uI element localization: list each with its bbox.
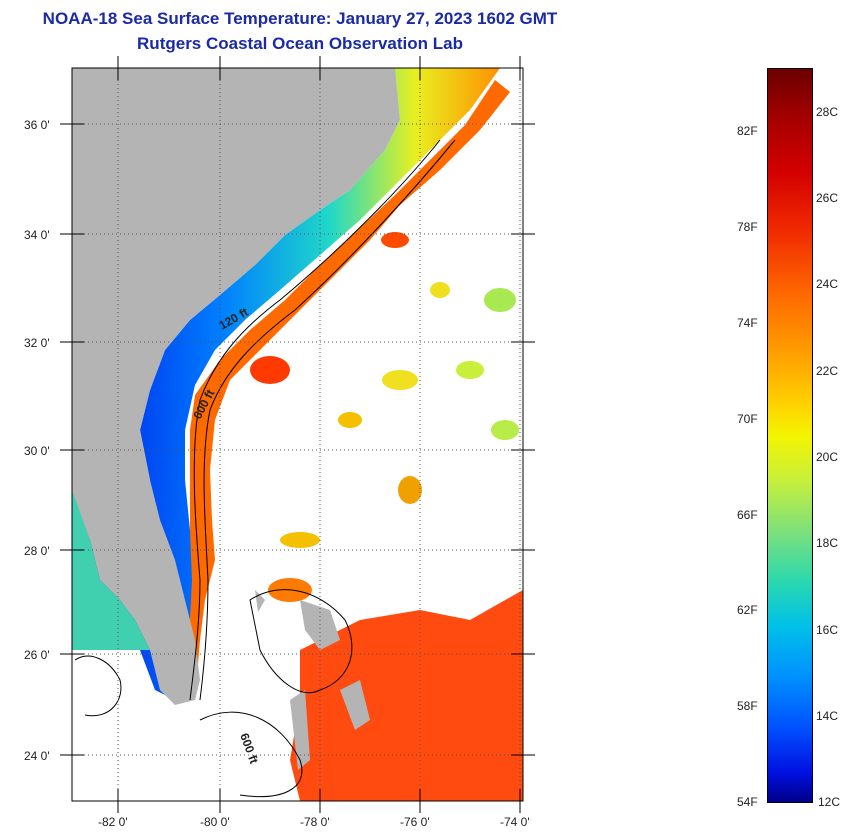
coastal-shelf-water [75,68,500,700]
open-ocean-patches [250,232,519,602]
colorbar-label-20C: 20C [816,450,839,464]
colorbar-label-66F: 66F [737,508,758,522]
lat-label-36: 36 0' [24,118,50,132]
colorbar-label-14C: 14C [816,709,839,723]
lat-label-24: 24 0' [24,749,50,763]
colorbar-label-62F: 62F [737,603,758,617]
lat-label-32: 32 0' [24,336,50,350]
colorbar-label-54F: 54F [737,795,758,809]
lon-label-82: -82 0' [98,815,128,829]
lon-label-76: -76 0' [400,815,430,829]
lat-label-26: 26 0' [24,648,50,662]
colorbar-label-58F: 58F [737,699,758,713]
colorbar-label-16C: 16C [816,623,839,637]
colorbar-label-24C: 24C [816,277,839,291]
map-frame [71,67,524,802]
colorbar-label-22C: 22C [816,364,839,378]
depth-contours [74,139,456,798]
lon-label-74: -74 0' [500,815,530,829]
colorbar-label-78F: 78F [737,220,758,234]
lon-label-78: -78 0' [300,815,330,829]
florida-land [72,68,400,705]
colorbar-label-82F: 82F [737,124,758,138]
colorbar-label-70F: 70F [737,412,758,426]
colorbar-label-26C: 26C [816,191,839,205]
southeast-warm-mass [290,590,523,801]
colorbar-label-18C: 18C [816,536,839,550]
colorbar-label-12C: 12C [818,795,841,809]
colorbar-label-74F: 74F [737,316,758,330]
axis-ticks [60,56,535,813]
colorbar-label-28C: 28C [816,105,839,119]
western-gulf-water [72,490,150,650]
map-subtitle: Rutgers Coastal Ocean Observation Lab [137,34,463,53]
map-title: NOAA-18 Sea Surface Temperature: January… [42,9,558,28]
lat-label-34: 34 0' [24,228,50,242]
lat-label-28: 28 0' [24,544,50,558]
lat-label-30: 30 0' [24,444,50,458]
lon-label-80: -80 0' [200,815,230,829]
temperature-colorbar [767,68,813,803]
